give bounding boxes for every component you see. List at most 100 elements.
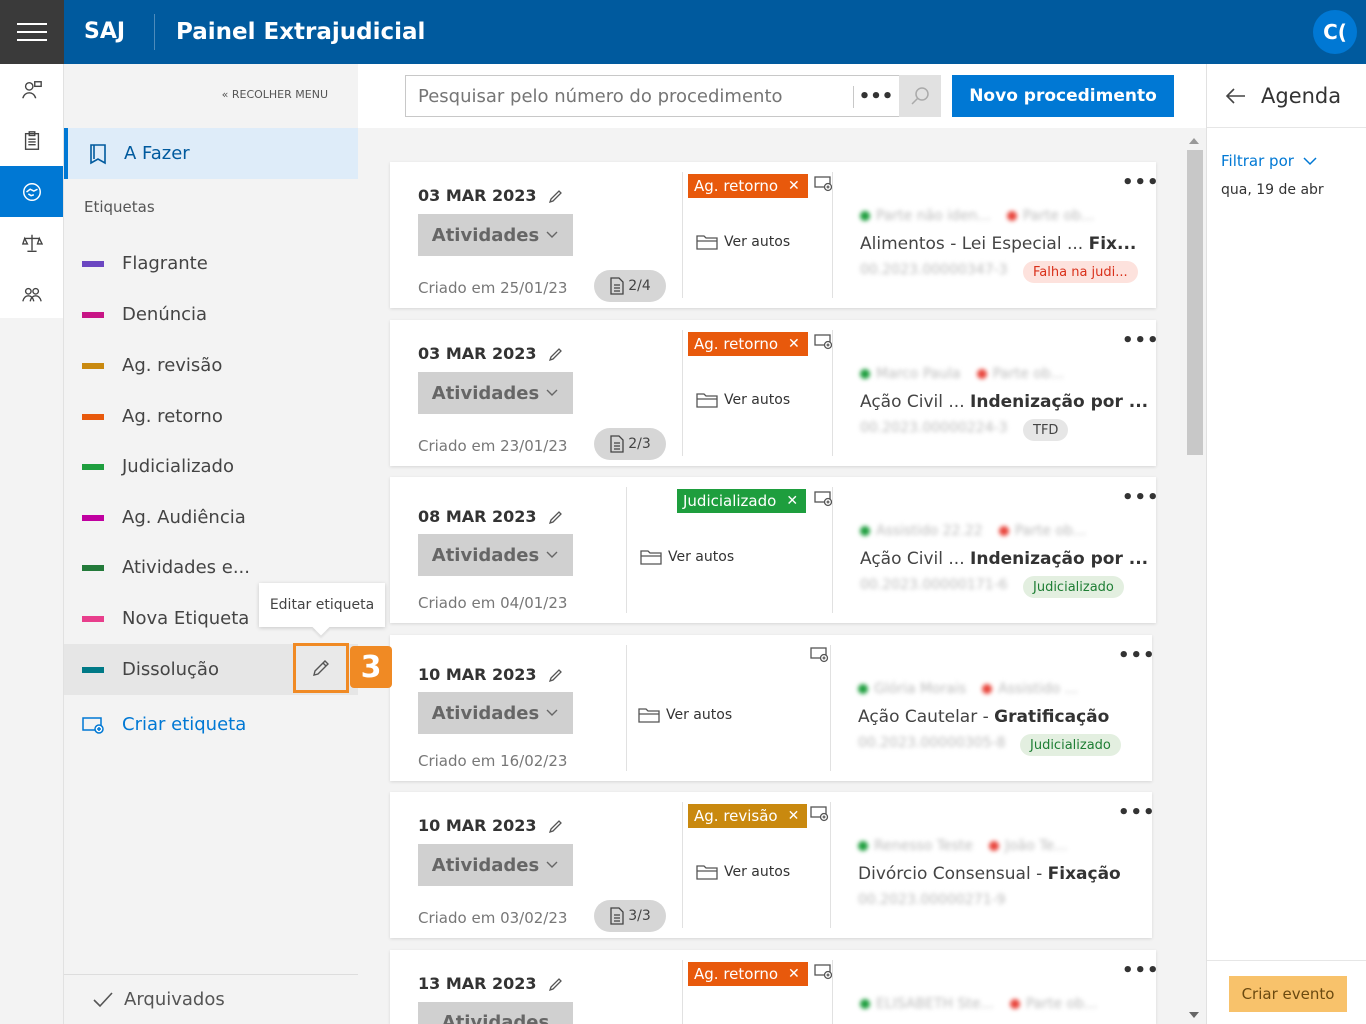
folder-icon: [696, 235, 718, 250]
activities-dropdown[interactable]: Atividades: [418, 692, 573, 734]
card-tag-chip[interactable]: Ag. revisão ✕: [688, 804, 808, 828]
tag-add-icon[interactable]: [810, 647, 830, 663]
tag-add-icon[interactable]: [814, 491, 834, 507]
activities-dropdown[interactable]: Atividades: [418, 534, 573, 576]
procedure-card[interactable]: 10 MAR 2023 Atividades Criado em 03/02/2…: [390, 792, 1155, 938]
pencil-icon: [313, 660, 329, 676]
tag-label: Judicializado: [122, 456, 234, 477]
view-case-files-link[interactable]: Ver autos: [696, 864, 790, 880]
rail-items: [0, 64, 63, 318]
tag-add-icon[interactable]: [810, 806, 830, 822]
sidebar-tag-denuncia[interactable]: Denúncia: [64, 289, 358, 340]
sidebar-tag-ag-revisao[interactable]: Ag. revisão: [64, 340, 358, 391]
status-badge: Falha na judi...: [1023, 261, 1138, 283]
sidebar-tag-atividades[interactable]: Atividades e...: [64, 542, 358, 593]
activities-dropdown[interactable]: Atividades: [418, 214, 573, 256]
tag-label: Flagrante: [122, 253, 208, 274]
status-badge: Judicializado: [1023, 576, 1124, 598]
close-icon[interactable]: ✕: [788, 336, 800, 352]
activities-dropdown[interactable]: Atividades: [418, 1002, 573, 1024]
back-arrow-icon[interactable]: [1225, 87, 1247, 105]
view-case-files-link[interactable]: Ver autos: [696, 392, 790, 408]
rail-item-people[interactable]: [0, 268, 63, 319]
sidebar-tag-ag-retorno[interactable]: Ag. retorno: [64, 391, 358, 442]
tag-label: Ag. revisão: [122, 355, 223, 376]
tag-add-icon[interactable]: [814, 334, 834, 350]
card-tag-chip[interactable]: Judicializado ✕: [677, 489, 807, 513]
edit-tag-button[interactable]: [293, 643, 349, 693]
rail-item-handshake[interactable]: [0, 166, 63, 217]
pencil-icon[interactable]: [547, 345, 565, 363]
pencil-icon[interactable]: [547, 975, 565, 993]
search-options-button[interactable]: •••: [853, 75, 899, 117]
tag-color-swatch: [82, 564, 104, 571]
procedure-number: 00.2023.00000305-8: [858, 735, 1006, 751]
procedure-card[interactable]: 03 MAR 2023 Atividades Criado em 25/01/2…: [390, 162, 1159, 308]
pencil-icon[interactable]: [547, 817, 565, 835]
create-tag-button[interactable]: Criar etiqueta: [82, 714, 246, 735]
tag-add-icon[interactable]: [814, 176, 834, 192]
procedure-card[interactable]: 08 MAR 2023 Atividades Criado em 04/01/2…: [390, 477, 1159, 623]
more-options-icon[interactable]: •••: [1118, 802, 1156, 823]
close-icon[interactable]: ✕: [786, 493, 799, 509]
rail-item-scales[interactable]: [0, 217, 63, 268]
procedure-card[interactable]: 03 MAR 2023 Atividades Criado em 23/01/2…: [390, 320, 1159, 466]
card-divider: [626, 645, 627, 771]
pencil-icon[interactable]: [547, 187, 565, 205]
more-options-icon[interactable]: •••: [1122, 172, 1160, 193]
card-title: Ação Civil ... Indenização por ...: [860, 392, 1148, 412]
sidebar-tag-judicializado[interactable]: Judicializado: [64, 441, 358, 492]
card-tag-chip[interactable]: Ag. retorno ✕: [688, 332, 808, 356]
scroll-up-arrow[interactable]: [1189, 138, 1199, 144]
more-options-icon[interactable]: •••: [1122, 487, 1160, 508]
list-scrollbar[interactable]: [1186, 134, 1204, 1024]
page-count-badge[interactable]: 2/4: [594, 270, 666, 302]
activities-dropdown[interactable]: Atividades: [418, 844, 573, 886]
scroll-thumb[interactable]: [1187, 150, 1203, 455]
search-bar: ••• Novo procedimento: [358, 64, 1206, 128]
filter-dropdown[interactable]: Filtrar por: [1221, 152, 1318, 170]
search-button[interactable]: [899, 75, 941, 117]
card-title-subject: Fix...: [1088, 234, 1137, 254]
pencil-icon[interactable]: [547, 666, 565, 684]
new-procedure-button[interactable]: Novo procedimento: [952, 75, 1174, 117]
archived-button[interactable]: Arquivados: [64, 974, 358, 1024]
scroll-down-arrow[interactable]: [1189, 1012, 1199, 1018]
page-count-badge[interactable]: 2/3: [594, 428, 666, 460]
card-tag-chip[interactable]: Ag. retorno ✕: [688, 962, 808, 986]
close-icon[interactable]: ✕: [788, 966, 800, 982]
procedure-card[interactable]: 13 MAR 2023 Atividades Ag. retorno ✕ ••• …: [390, 950, 1159, 1024]
page-count: 2/3: [628, 436, 651, 452]
brand-logo[interactable]: SAJ: [84, 19, 126, 44]
card-divider: [832, 330, 833, 456]
card-tag-chip[interactable]: Ag. retorno ✕: [688, 174, 808, 198]
procedure-card[interactable]: 10 MAR 2023 Atividades Criado em 16/02/2…: [390, 635, 1155, 781]
view-case-files-link[interactable]: Ver autos: [696, 234, 790, 250]
more-options-icon[interactable]: •••: [1122, 960, 1160, 981]
page-title: Painel Extrajudicial: [176, 19, 426, 45]
page-count-badge[interactable]: 3/3: [594, 900, 666, 932]
rail-item-clipboard[interactable]: [0, 115, 63, 166]
rail-item-person[interactable]: [0, 64, 63, 115]
tag-label: Ag. retorno: [122, 406, 223, 427]
sidebar-tag-flagrante[interactable]: Flagrante: [64, 238, 358, 289]
tag-label: Nova Etiqueta: [122, 608, 250, 629]
close-icon[interactable]: ✕: [788, 178, 800, 194]
tag-add-icon[interactable]: [814, 964, 834, 980]
sidebar-item-todo[interactable]: A Fazer: [64, 128, 358, 179]
close-icon[interactable]: ✕: [787, 808, 800, 824]
more-options-icon[interactable]: •••: [1118, 645, 1156, 666]
pencil-icon[interactable]: [547, 508, 565, 526]
hamburger-menu-icon[interactable]: [0, 0, 64, 64]
view-case-files-link[interactable]: Ver autos: [638, 707, 732, 723]
activities-dropdown[interactable]: Atividades: [418, 372, 573, 414]
party-name: Assistido 22.22: [876, 523, 983, 539]
more-options-icon[interactable]: •••: [1122, 330, 1160, 351]
view-case-files-link[interactable]: Ver autos: [640, 549, 734, 565]
sidebar-tag-ag-audiencia[interactable]: Ag. Audiência: [64, 492, 358, 543]
search-input[interactable]: [405, 75, 853, 117]
sidebar-tag-nova-etiqueta[interactable]: Nova Etiqueta: [64, 593, 358, 644]
collapse-menu-button[interactable]: « RECOLHER MENU: [221, 88, 328, 101]
avatar[interactable]: C(: [1313, 10, 1357, 54]
create-event-button[interactable]: Criar evento: [1229, 976, 1347, 1012]
